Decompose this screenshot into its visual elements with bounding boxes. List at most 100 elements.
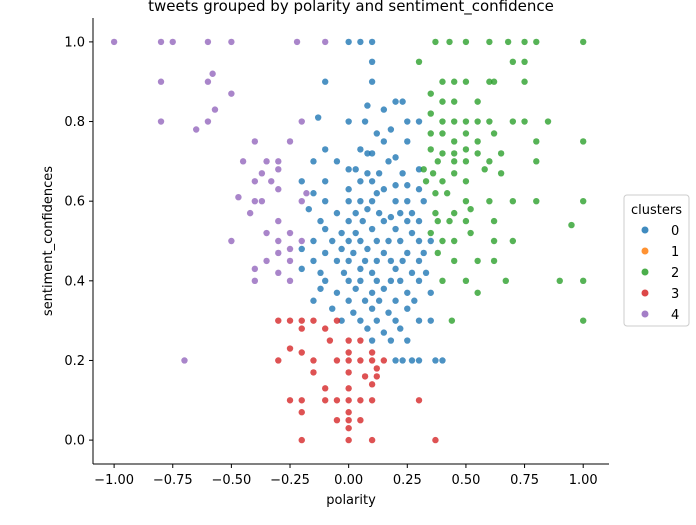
data-point-cluster-4: [157, 78, 165, 85]
data-point-cluster-3: [298, 325, 305, 332]
data-point-cluster-0: [345, 118, 352, 125]
data-point-cluster-4: [157, 118, 165, 125]
x-ticks: −1.00 −0.75 −0.50 −0.25 0.00 0.25 0.50 0.75 1.00: [94, 464, 598, 488]
data-point-cluster-2: [580, 138, 587, 145]
data-point-cluster-4: [110, 38, 118, 46]
data-point-cluster-0: [329, 237, 336, 245]
data-point-cluster-0: [305, 205, 312, 213]
data-point-cluster-0: [345, 217, 352, 225]
data-point-cluster-3: [298, 317, 305, 324]
legend-label-4: 4: [671, 308, 679, 323]
data-point-cluster-2: [446, 217, 453, 225]
data-point-cluster-3: [275, 357, 282, 364]
data-point-cluster-4: [286, 245, 294, 253]
legend-marker-1: [641, 247, 649, 255]
data-point-cluster-0: [392, 98, 399, 105]
data-point-cluster-0: [385, 158, 392, 165]
data-point-cluster-0: [397, 325, 404, 332]
data-point-cluster-3: [345, 337, 352, 344]
data-point-cluster-2: [432, 190, 439, 197]
data-point-cluster-2: [509, 237, 517, 245]
data-point-cluster-3: [345, 416, 352, 424]
data-point-cluster-2: [443, 190, 451, 197]
data-point-cluster-0: [298, 178, 305, 185]
data-point-cluster-0: [345, 166, 352, 173]
data-point-cluster-2: [474, 98, 481, 105]
data-point-cluster-0: [392, 357, 399, 364]
data-point-cluster-4: [286, 138, 294, 145]
data-point-cluster-0: [368, 305, 376, 312]
data-point-cluster-2: [509, 197, 517, 205]
y-tick-label: 0.2: [64, 354, 85, 369]
data-point-cluster-2: [580, 317, 587, 324]
data-point-cluster-2: [521, 118, 528, 125]
data-point-cluster-4: [258, 170, 266, 177]
data-point-cluster-2: [427, 110, 434, 117]
data-point-cluster-2: [481, 166, 488, 173]
data-point-cluster-2: [486, 158, 493, 165]
data-point-cluster-4: [275, 217, 282, 225]
data-point-cluster-4: [228, 90, 235, 97]
data-point-cluster-4: [211, 106, 219, 113]
data-point-cluster-2: [439, 237, 446, 245]
data-point-cluster-2: [439, 78, 446, 85]
x-tick-label: 1.00: [569, 473, 598, 488]
data-point-cluster-3: [373, 373, 380, 380]
data-point-cluster-2: [451, 150, 458, 157]
data-point-cluster-4: [263, 229, 270, 237]
data-point-cluster-4: [286, 257, 294, 265]
data-point-cluster-2: [451, 237, 458, 245]
data-point-cluster-0: [368, 58, 376, 66]
data-point-cluster-2: [451, 257, 458, 265]
data-point-cluster-0: [361, 297, 369, 304]
data-point-cluster-2: [580, 197, 587, 205]
data-point-cluster-3: [357, 416, 364, 424]
data-point-cluster-2: [497, 170, 505, 177]
data-point-cluster-3: [310, 369, 317, 376]
data-point-cluster-2: [462, 158, 470, 165]
data-point-cluster-2: [415, 58, 423, 66]
data-point-cluster-0: [368, 269, 376, 277]
data-point-cluster-0: [373, 190, 380, 197]
data-point-cluster-0: [385, 237, 392, 245]
data-point-cluster-0: [368, 38, 376, 46]
data-point-cluster-4: [268, 178, 275, 185]
data-point-cluster-3: [333, 357, 341, 364]
data-point-cluster-0: [404, 249, 411, 257]
data-point-cluster-4: [204, 78, 212, 85]
data-point-cluster-2: [521, 78, 528, 85]
data-point-cluster-0: [368, 150, 376, 157]
data-point-cluster-4: [286, 277, 294, 285]
data-point-cluster-2: [474, 138, 481, 145]
data-point-cluster-4: [322, 38, 329, 46]
y-tick-label: 0.8: [64, 115, 85, 130]
data-point-cluster-2: [462, 217, 470, 225]
data-point-cluster-4: [275, 249, 282, 257]
data-point-cluster-0: [357, 146, 364, 153]
data-point-cluster-0: [368, 78, 376, 85]
data-point-cluster-3: [310, 317, 317, 324]
data-point-cluster-0: [322, 197, 329, 205]
data-point-cluster-0: [322, 249, 329, 257]
data-point-cluster-0: [404, 305, 411, 312]
data-point-cluster-3: [357, 337, 364, 344]
data-point-cluster-0: [411, 297, 418, 304]
data-point-cluster-0: [317, 269, 324, 277]
data-point-cluster-0: [345, 197, 352, 205]
data-point-cluster-2: [467, 229, 474, 237]
data-point-cluster-0: [322, 78, 329, 85]
data-point-cluster-0: [368, 197, 376, 205]
data-point-cluster-2: [429, 170, 437, 177]
data-point-cluster-2: [580, 38, 587, 46]
data-point-cluster-2: [434, 249, 441, 257]
legend: clusters 0 1 2 3 4: [623, 194, 690, 327]
data-point-cluster-4: [251, 138, 259, 145]
y-tick-label: 0.0: [64, 434, 85, 449]
data-point-cluster-4: [298, 197, 305, 205]
data-point-cluster-2: [427, 90, 434, 97]
data-point-cluster-0: [392, 265, 399, 273]
data-point-cluster-2: [533, 197, 540, 205]
data-point-cluster-0: [415, 186, 423, 193]
data-point-cluster-0: [364, 150, 371, 157]
data-point-cluster-0: [397, 209, 404, 217]
